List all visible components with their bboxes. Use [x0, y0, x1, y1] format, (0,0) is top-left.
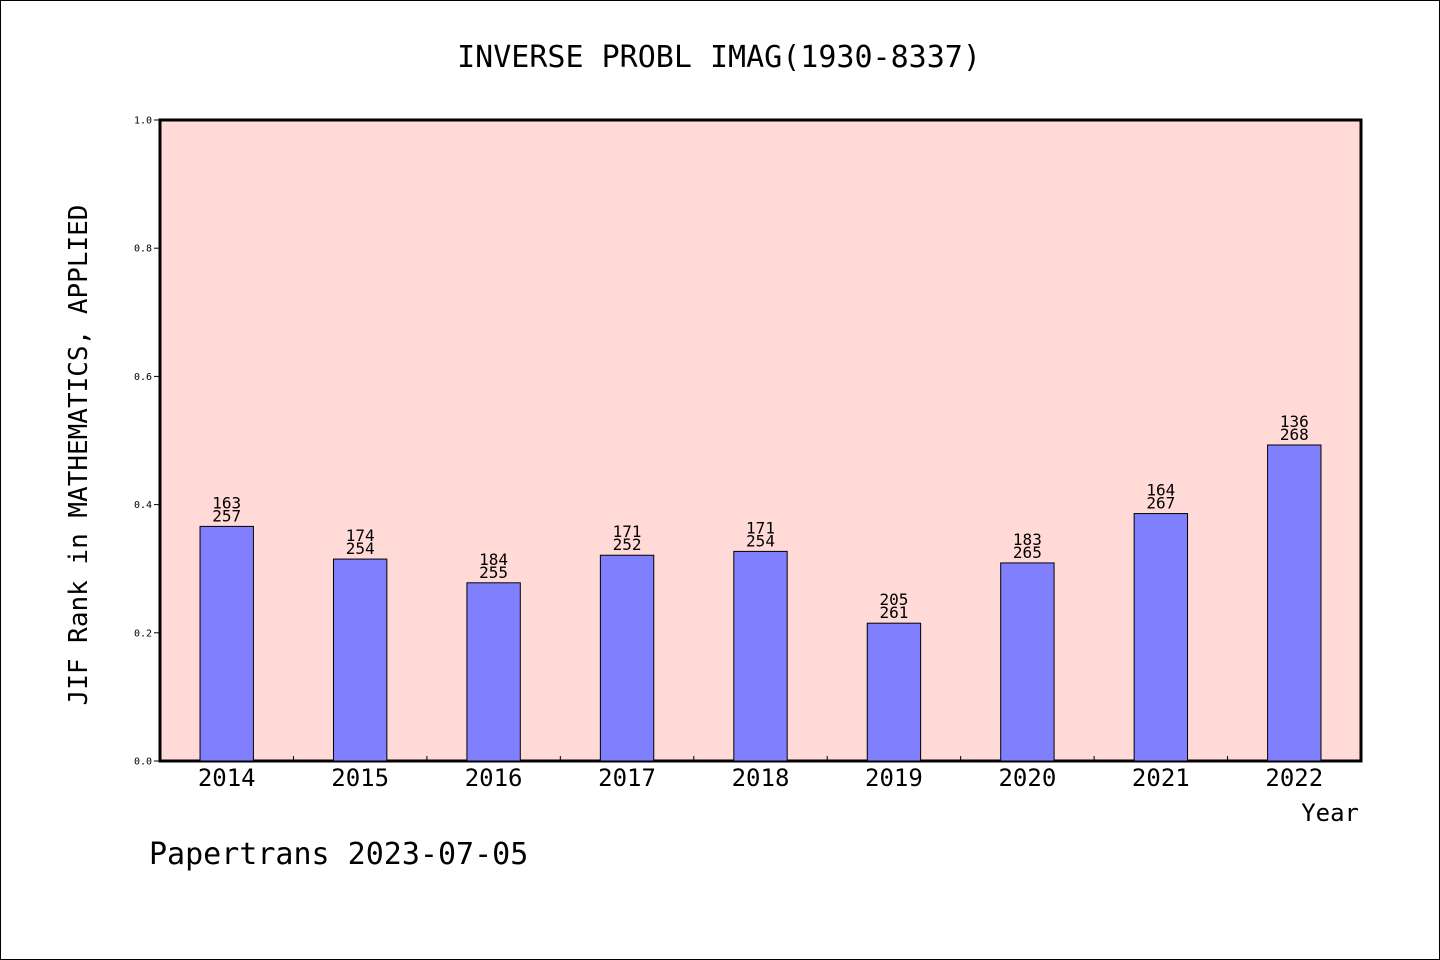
x-tick-label: 2017 [598, 764, 656, 792]
x-axis-label: Year [1301, 799, 1359, 827]
y-tick-label: 0.6 [134, 372, 152, 383]
x-tick-label: 2014 [198, 764, 256, 792]
x-tick-label: 2016 [465, 764, 523, 792]
bar-total-label: 257 [212, 506, 241, 525]
bar-rank-label: 136 [1280, 412, 1309, 431]
y-tick-label: 1.0 [134, 116, 152, 127]
bar-total-label: 265 [1013, 543, 1042, 562]
bar-total-label: 252 [613, 535, 642, 554]
bar-2020 [1000, 562, 1055, 762]
bar-total-label: 254 [346, 539, 375, 558]
bar-2022 [1267, 444, 1322, 762]
bar-rank-label: 164 [1146, 481, 1175, 500]
bar-rank-label: 183 [1013, 530, 1042, 549]
bar-2021 [1133, 513, 1189, 762]
x-tick-label: 2019 [865, 764, 923, 792]
bar-rank-label: 171 [613, 522, 642, 541]
bar-total-label: 261 [879, 603, 908, 622]
bar-rank-label: 171 [746, 518, 775, 537]
bars-group: 1632571742541842551712521712542052611832… [199, 412, 1322, 762]
bar-2016 [466, 582, 521, 762]
x-tick-label: 2020 [998, 764, 1056, 792]
bar-rank-label: 163 [212, 493, 241, 512]
bar-rank-label: 184 [479, 550, 508, 569]
bar-2018 [733, 550, 788, 762]
bar-total-label: 268 [1280, 425, 1309, 444]
y-tick-label: 0.8 [134, 244, 152, 255]
bar-total-label: 254 [746, 531, 775, 550]
x-tick-label: 2018 [732, 764, 790, 792]
y-axis-ticks: 0.0 0.2 0.4 0.6 0.8 1.0 [134, 116, 160, 768]
x-tick-label: 2015 [331, 764, 389, 792]
chart-title: INVERSE PROBL IMAG(1930-8337) [457, 40, 981, 75]
bar-rank-label: 205 [879, 590, 908, 609]
footer-credit: Papertrans 2023-07-05 [149, 837, 528, 872]
bar-total-label: 255 [479, 563, 508, 582]
y-tick-label: 0.0 [134, 757, 152, 768]
x-tick-label: 2021 [1132, 764, 1190, 792]
bar-2014 [199, 525, 254, 762]
y-tick-label: 0.2 [134, 628, 152, 639]
bar-rank-label: 174 [346, 526, 375, 545]
bar-2015 [332, 558, 388, 762]
x-tick-label: 2022 [1265, 764, 1323, 792]
bar-2017 [599, 554, 655, 762]
bar-total-label: 267 [1146, 494, 1175, 513]
bar-2019 [866, 622, 922, 762]
x-axis-ticks: 2014 2015 2016 2017 2018 2019 2020 2021 2022 [198, 756, 1323, 792]
y-axis-label: JIF Rank in MATHEMATICS, APPLIED [64, 205, 94, 706]
y-tick-label: 0.4 [134, 500, 152, 511]
